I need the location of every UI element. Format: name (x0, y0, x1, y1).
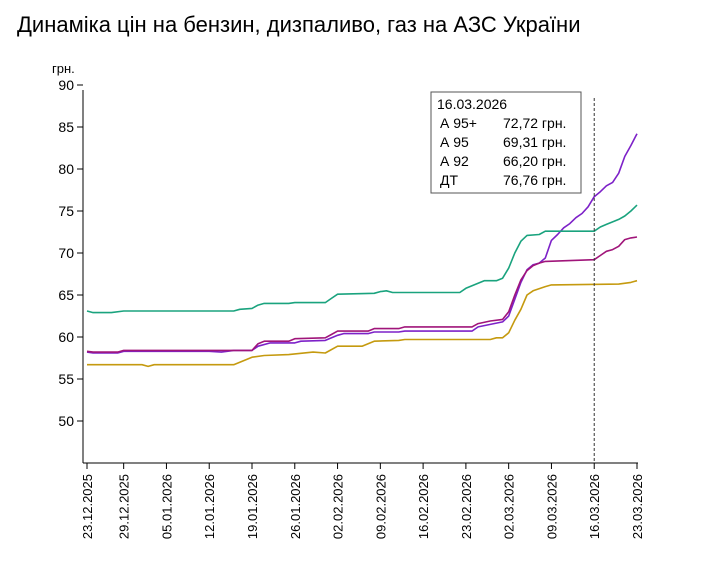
x-tick-label: 26.01.2026 (288, 474, 303, 539)
x-axis-ticks: 23.12.2025 29.12.2025 05.01.2026 12.01.2026… (80, 463, 645, 539)
x-tick-label: 16.02.2026 (416, 474, 431, 539)
x-tick-label: 05.01.2026 (159, 474, 174, 539)
x-tick-label: 23.02.2026 (459, 474, 474, 539)
x-tick-label: 23.12.2025 (80, 474, 95, 539)
y-tick-label: 85 (58, 119, 74, 135)
x-tick-label: 19.01.2026 (245, 474, 260, 539)
x-tick-label: 02.02.2026 (331, 474, 346, 539)
tooltip-row-label: А 92 (440, 153, 469, 169)
series-line-a95plus (86, 204, 638, 314)
tooltip: 16.03.2026 А 95+ 72,72 грн. А 95 69,31 грн.… (430, 91, 582, 194)
y-tick-label: 50 (58, 413, 74, 429)
x-tick-label: 16.03.2026 (587, 474, 602, 539)
y-tick-label: 80 (58, 161, 74, 177)
y-tick-label: 70 (58, 245, 74, 261)
x-tick-label: 09.03.2026 (544, 474, 559, 539)
series-lines (86, 133, 638, 368)
tooltip-rows: А 95+ 72,72 грн. А 95 69,31 грн. А 92 66,20 г… (440, 115, 566, 188)
y-axis-unit-label: грн. (52, 61, 75, 76)
tooltip-row-value: 69,31 грн. (503, 134, 566, 150)
x-tick-label: 09.02.2026 (373, 474, 388, 539)
tooltip-date: 16.03.2026 (437, 96, 507, 112)
y-tick-label: 55 (58, 371, 74, 387)
axes (82, 90, 638, 464)
x-tick-label: 12.01.2026 (202, 474, 217, 539)
tooltip-row-label: А 95 (440, 134, 469, 150)
series-line-gas (87, 279, 638, 368)
y-tick-label: 65 (58, 287, 74, 303)
tooltip-row-label: ДТ (440, 172, 458, 188)
tooltip-row-value: 66,20 грн. (503, 153, 566, 169)
chart-title: Динаміка цін на бензин, дизпаливо, газ н… (17, 12, 581, 37)
y-axis-ticks: 50 55 60 65 70 75 80 85 90 (58, 77, 83, 429)
tooltip-row-value: 76,76 грн. (503, 172, 566, 188)
x-tick-label: 29.12.2025 (117, 474, 132, 539)
x-tick-label: 02.03.2026 (502, 474, 517, 539)
tooltip-row-label: А 95+ (440, 115, 477, 131)
y-tick-label: 75 (58, 203, 74, 219)
y-tick-label: 90 (58, 77, 74, 93)
tooltip-box (430, 91, 582, 194)
series-line-a95 (86, 236, 638, 353)
x-tick-label: 23.03.2026 (630, 474, 645, 539)
y-tick-label: 60 (58, 329, 74, 345)
tooltip-row-value: 72,72 грн. (503, 115, 566, 131)
